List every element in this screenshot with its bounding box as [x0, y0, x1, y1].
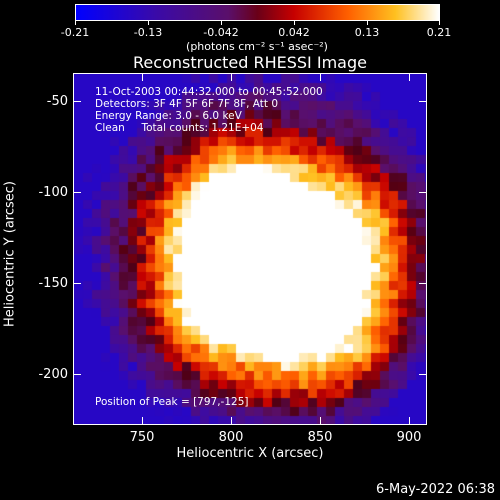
- x-tick: [409, 417, 410, 425]
- colorbar-tick: [75, 21, 76, 25]
- x-tick-label: 900: [396, 430, 422, 445]
- y-tick: [419, 374, 427, 375]
- plot-title: Reconstructed RHESSI Image: [133, 53, 367, 72]
- y-tick: [73, 101, 81, 102]
- colorbar-units: (photons cm⁻² s⁻¹ asec⁻²): [186, 40, 328, 53]
- colorbar-tick: [221, 21, 222, 25]
- colorbar-tick-label: 0.13: [354, 26, 380, 39]
- colorbar-tick: [148, 21, 149, 25]
- y-tick: [419, 101, 427, 102]
- colorbar-tick-label: -0.21: [60, 26, 90, 39]
- colorbar-tick: [367, 21, 368, 25]
- colorbar-tick-label: 0.21: [426, 26, 452, 39]
- colorbar-tick: [439, 21, 440, 25]
- y-tick: [73, 283, 81, 284]
- x-tick: [142, 417, 143, 425]
- info-line: 11-Oct-2003 00:44:32.000 to 00:45:52.000: [95, 86, 323, 98]
- x-tick: [142, 73, 143, 81]
- x-tick-label: 750: [129, 430, 155, 445]
- x-tick-label: 850: [307, 430, 333, 445]
- x-tick: [231, 73, 232, 81]
- y-tick: [73, 192, 81, 193]
- y-tick-label: -50: [46, 94, 68, 109]
- x-tick: [231, 417, 232, 425]
- colorbar: [75, 4, 440, 21]
- heatmap-image: [74, 74, 426, 424]
- colorbar-tick-label: 0.042: [278, 26, 310, 39]
- info-line: Clean Total counts: 1.21E+04: [95, 122, 264, 134]
- x-tick-label: 800: [218, 430, 244, 445]
- colorbar-tick-label: -0.13: [133, 26, 163, 39]
- x-tick: [320, 73, 321, 81]
- y-tick: [73, 374, 81, 375]
- image-plot: 11-Oct-2003 00:44:32.000 to 00:45:52.000…: [73, 73, 427, 425]
- info-line: Detectors: 3F 4F 5F 6F 7F 8F, Att 0: [95, 98, 279, 110]
- y-tick-label: -100: [38, 185, 68, 200]
- timestamp: 6-May-2022 06:38: [376, 482, 495, 497]
- colorbar-tick-label: -0.042: [203, 26, 239, 39]
- y-tick-label: -150: [38, 276, 68, 291]
- y-axis-label: Heliocentric Y (arcsec): [2, 181, 18, 327]
- peak-position: Position of Peak = [797,-125]: [95, 396, 249, 408]
- colorbar-tick: [294, 21, 295, 25]
- info-line: Energy Range: 3.0 - 6.0 keV: [95, 110, 242, 122]
- y-tick-label: -200: [38, 367, 68, 382]
- x-tick: [320, 417, 321, 425]
- x-axis-label: Heliocentric X (arcsec): [176, 446, 324, 461]
- x-tick: [409, 73, 410, 81]
- y-tick: [419, 192, 427, 193]
- y-tick: [419, 283, 427, 284]
